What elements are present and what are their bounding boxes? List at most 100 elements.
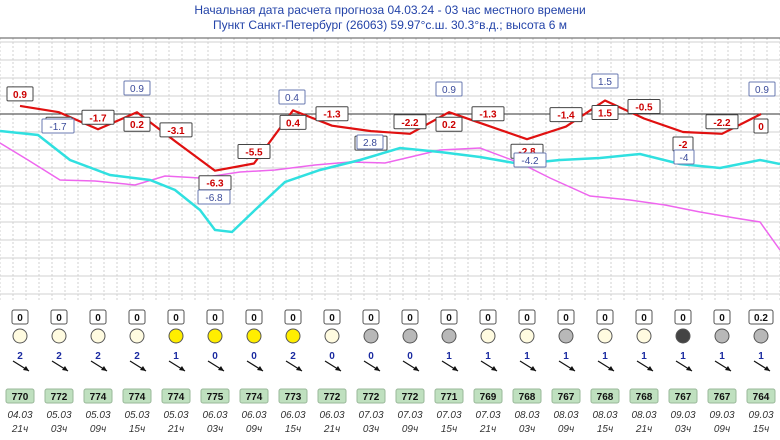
pressure-value: 772 — [402, 392, 419, 403]
temperature-label: -1.7 — [89, 113, 107, 124]
cloud-cover-icon — [246, 328, 262, 344]
pressure-box — [629, 388, 659, 404]
tick-label-date: 06.03 — [202, 410, 227, 421]
wind-speed: 1 — [524, 351, 530, 362]
wind-speed: 2 — [134, 351, 140, 362]
precipitation-value: 0 — [212, 313, 218, 324]
tick-label-hour: 09ч — [402, 424, 418, 435]
tick-label-hour: 21ч — [479, 424, 496, 435]
pressure-box — [668, 388, 698, 404]
wind-arrowhead-icon — [413, 366, 419, 371]
cloud-cover-icon — [636, 328, 652, 344]
wind-row: 2 2 2 2 1 0 0 2 0 0 0 1 1 1 1 1 1 1 1 1 — [12, 351, 771, 372]
precipitation-value: 0 — [680, 313, 686, 324]
pressure-box — [473, 388, 503, 404]
precipitation-value: 0 — [719, 313, 725, 324]
secondary-label: 1.5 — [598, 77, 612, 88]
tick-label-date: 09.03 — [709, 410, 734, 421]
wind-speed: 1 — [680, 351, 686, 362]
pressure-value: 774 — [246, 392, 263, 403]
precipitation-box — [284, 309, 302, 325]
precipitation-box — [635, 309, 653, 325]
cloud-cover-icon — [519, 328, 535, 344]
pressure-box — [707, 388, 737, 404]
x-axis: 04.03 21ч 05.03 03ч 05.03 09ч 05.03 15ч 05.03 21ч… — [7, 410, 773, 435]
wind-arrowhead-icon — [179, 366, 185, 371]
temperature-label-box — [159, 122, 193, 138]
temperature-label: -0.5 — [635, 103, 653, 114]
precipitation-value: 0 — [368, 313, 374, 324]
temperature-label-box — [627, 99, 661, 114]
secondary-label-box — [123, 80, 151, 96]
temperature-label-box — [315, 106, 349, 122]
tick-label-hour: 03ч — [363, 424, 379, 435]
tick-label-date: 07.03 — [397, 410, 422, 421]
pressure-box — [317, 388, 347, 404]
precipitation-box — [596, 309, 614, 325]
wind-speed: 0 — [368, 351, 374, 362]
cloud-cover-icon — [168, 328, 184, 344]
tick-label-date: 07.03 — [475, 410, 500, 421]
precipitation-box — [362, 309, 380, 325]
precipitation-box — [674, 309, 692, 325]
temperature-label-box — [6, 86, 34, 102]
tick-label-date: 08.03 — [553, 410, 578, 421]
wind-speed: 1 — [719, 351, 725, 362]
tick-label-date: 06.03 — [241, 410, 266, 421]
precipitation-row: 0 0 0 0 0 0 0 0 0 0 0 0 0 0 0 0 0 0 0 0.2 — [11, 309, 774, 325]
precipitation-value: 0 — [485, 313, 491, 324]
secondary-label: 0.9 — [442, 85, 456, 96]
wind-speed: 0 — [407, 351, 413, 362]
secondary-label: -4.2 — [521, 156, 539, 167]
secondary-label: 0.9 — [755, 85, 769, 96]
temperature-label: -2.2 — [713, 118, 731, 129]
pressure-value: 767 — [558, 392, 575, 403]
precipitation-value: 0 — [134, 313, 140, 324]
temperature-label-box — [705, 114, 739, 130]
pressure-value: 769 — [480, 392, 497, 403]
precipitation-box — [11, 309, 29, 325]
temperature-label: -1.4 — [557, 111, 575, 122]
tick-label-hour: 03ч — [519, 424, 535, 435]
temperature-label: -1.3 — [323, 110, 341, 121]
precipitation-value: 0 — [602, 313, 608, 324]
grid — [0, 38, 780, 300]
precipitation-box — [401, 309, 419, 325]
tick-label-hour: 15ч — [285, 424, 301, 435]
wind-arrowhead-icon — [452, 366, 458, 371]
temperature-label: 1.5 — [598, 109, 612, 120]
secondary-label-box — [278, 89, 306, 105]
wind-arrowhead-icon — [530, 366, 536, 371]
temperature-label: 0.4 — [286, 118, 300, 129]
precipitation-value: 0 — [407, 313, 413, 324]
precipitation-value: 0 — [290, 313, 296, 324]
precipitation-value: 0.2 — [754, 313, 768, 324]
cloud-cover-icon — [363, 328, 379, 344]
secondary-label-box — [673, 149, 695, 165]
precipitation-value: 0 — [95, 313, 101, 324]
precipitation-value: 0 — [251, 313, 257, 324]
pressure-box — [512, 388, 542, 404]
tick-label-hour: 09ч — [246, 424, 262, 435]
tick-label-date: 06.03 — [280, 410, 305, 421]
secondary-label: 0.4 — [285, 93, 299, 104]
temperature-label: 0.2 — [130, 120, 144, 131]
precipitation-box — [167, 309, 185, 325]
tick-label-date: 09.03 — [748, 410, 773, 421]
precipitation-value: 0 — [563, 313, 569, 324]
tick-label-hour: 09ч — [90, 424, 106, 435]
tick-label-date: 06.03 — [319, 410, 344, 421]
tick-label-date: 05.03 — [46, 410, 71, 421]
cloud-cover-icon — [207, 328, 223, 344]
precipitation-box — [89, 309, 107, 325]
cloud-cover-icon — [441, 328, 457, 344]
precipitation-box — [479, 309, 497, 325]
temperature-labels: 0.90.2-1.70.2-3.1-6.3-5.50.4-1.3-1.9-2.2… — [6, 86, 769, 191]
secondary-label: -1.7 — [49, 122, 67, 133]
tick-label-date: 08.03 — [592, 410, 617, 421]
pressure-value: 770 — [12, 392, 29, 403]
wind-speed: 1 — [485, 351, 491, 362]
cloud-cover-icon — [402, 328, 418, 344]
wind-arrowhead-icon — [374, 366, 380, 371]
